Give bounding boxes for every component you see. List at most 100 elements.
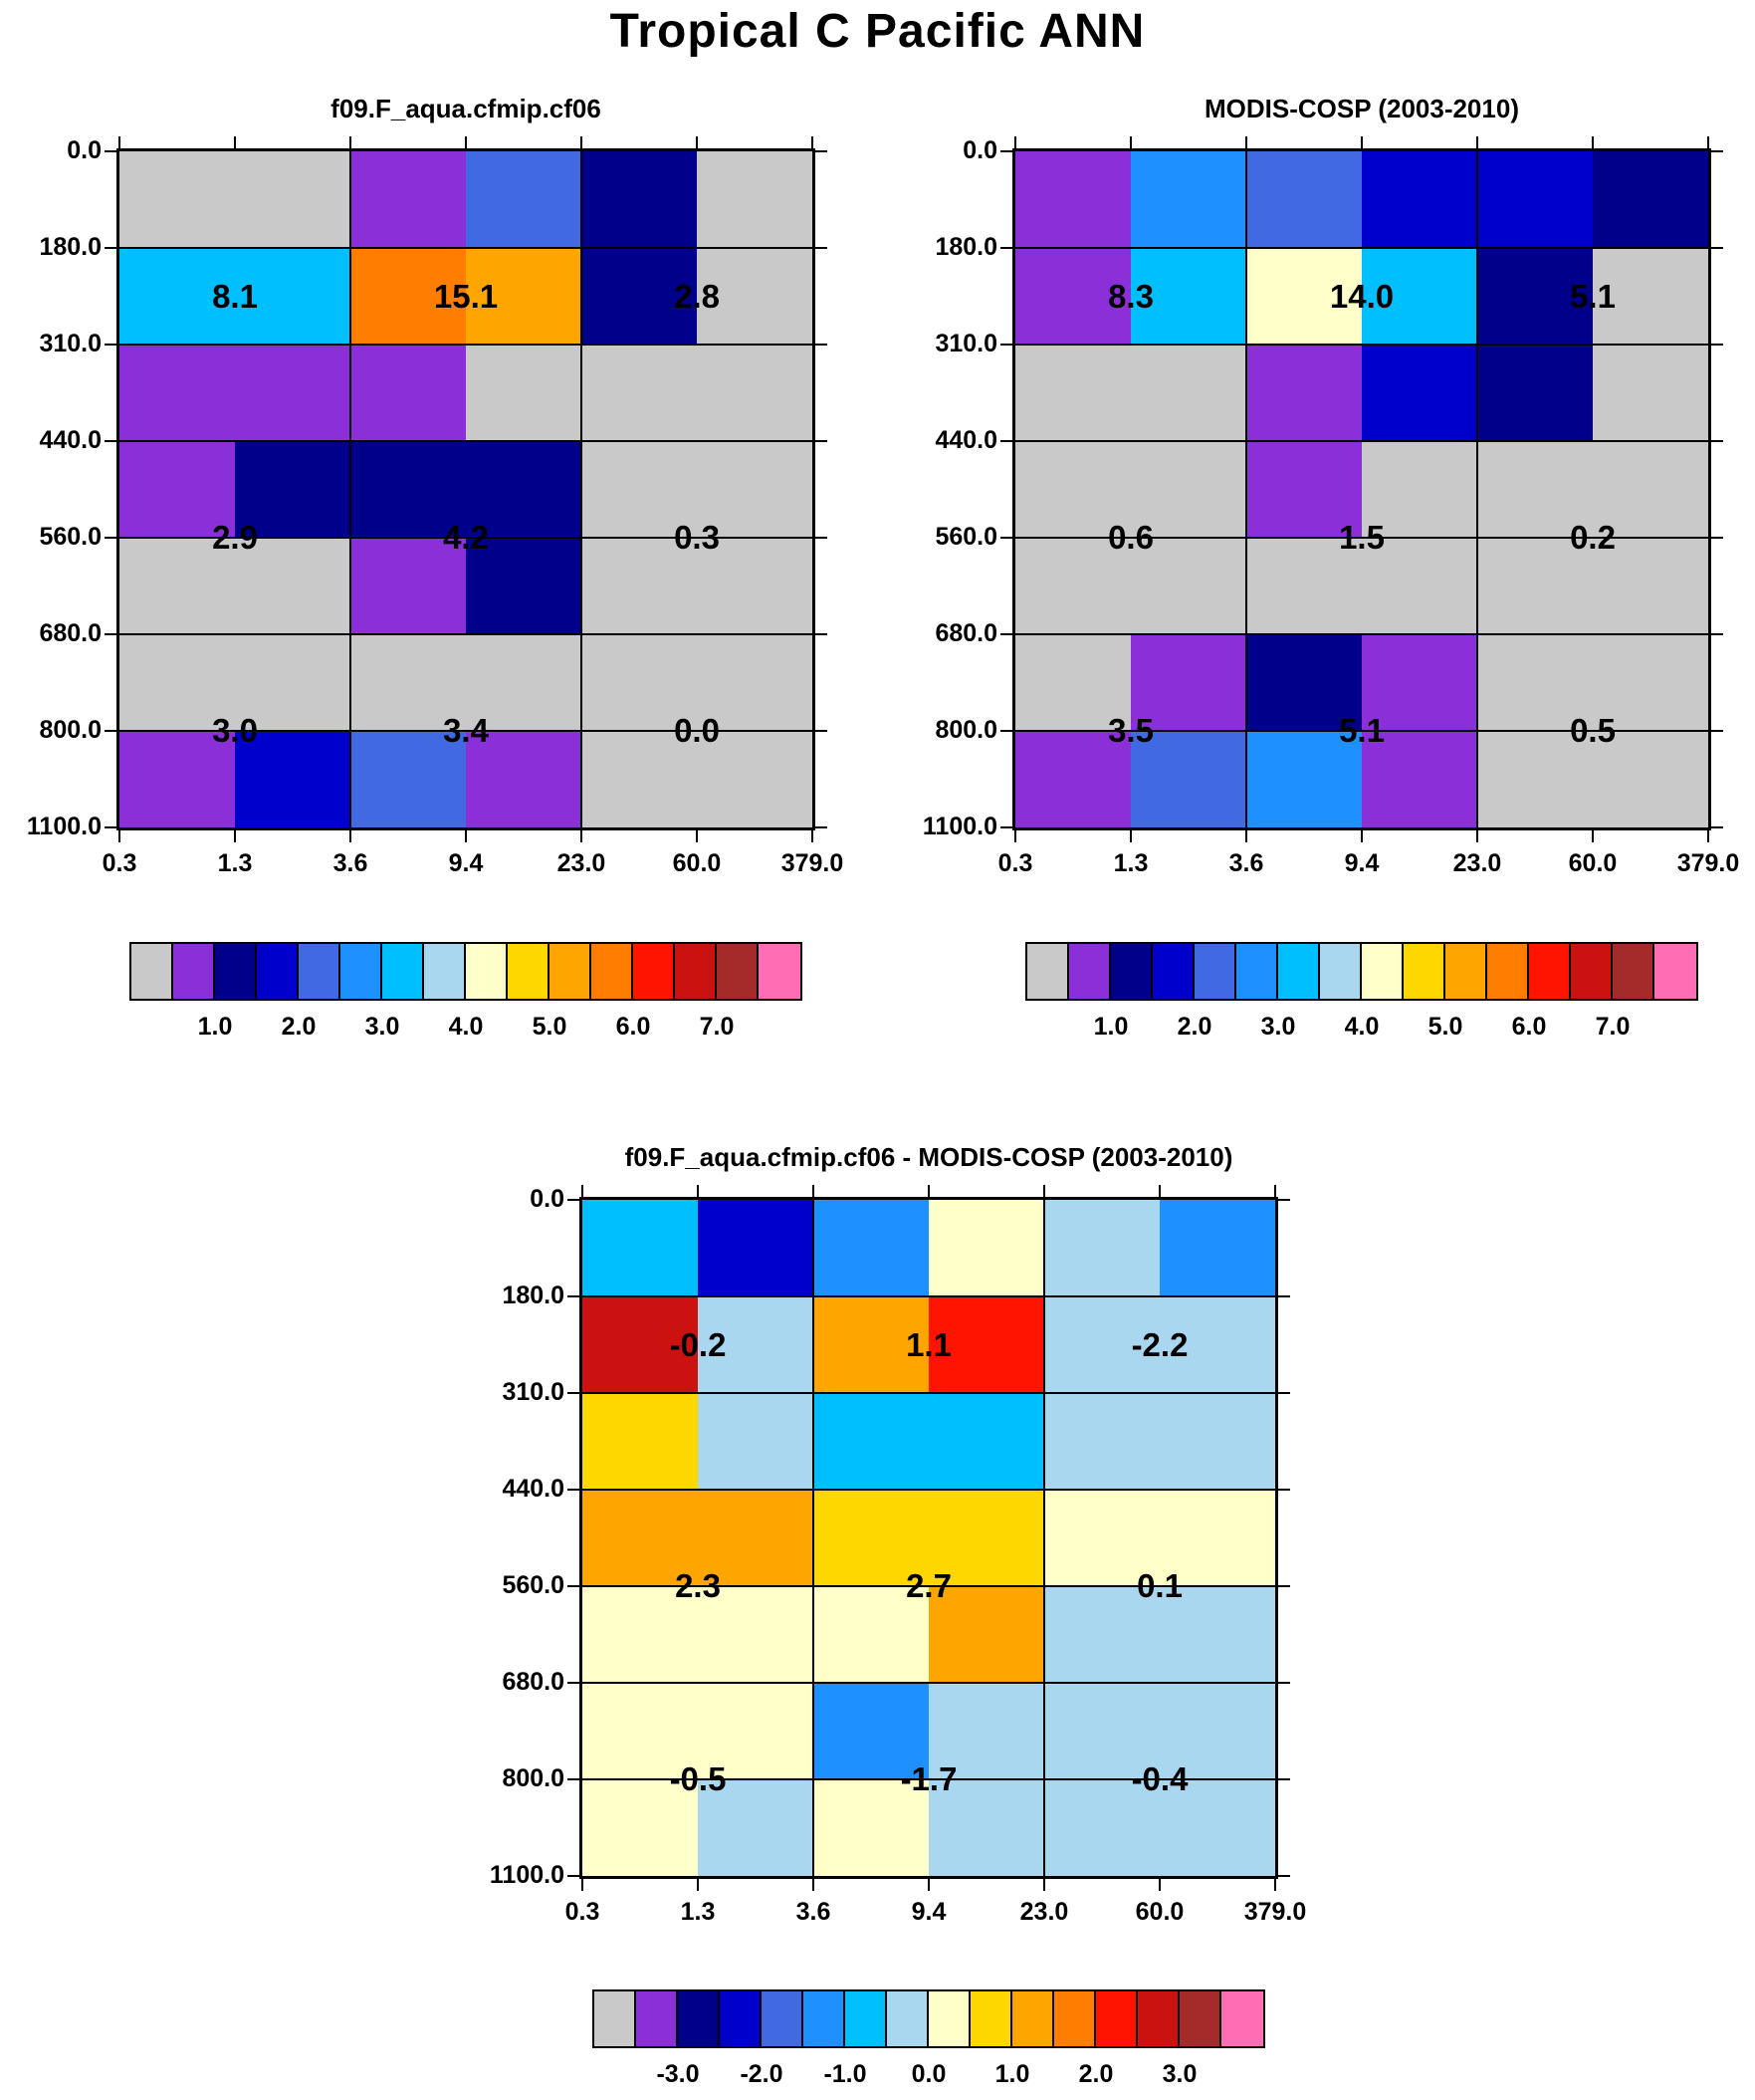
heatmap-cell [235,538,350,634]
figure-title: Tropical C Pacific ANN [609,5,1146,58]
colorbar-swatch [1529,944,1571,999]
heatmap-cell [466,731,581,827]
x-axis-tick-label: 379.0 [1676,849,1740,877]
colorbar-swatch [759,944,800,999]
x-axis-tick-label: 23.0 [1452,849,1502,877]
heatmap-cell [929,1200,1044,1296]
panel-title-model: f09.F_aqua.cfmip.cf06 [330,94,601,123]
y-axis-tick-label: 440.0 [502,1475,564,1503]
colorbar-swatch [1153,944,1195,999]
heatmap-cell [813,1393,929,1490]
axis-tick [812,633,827,635]
axis-tick [567,1199,582,1201]
heatmap-cell [1044,1490,1160,1586]
axis-tick [567,1295,582,1297]
axis-tick [1000,730,1015,732]
axis-tick [1245,136,1247,151]
axis-tick [105,537,119,539]
x-axis-tick-label: 23.0 [556,849,606,877]
heatmap-cell [582,1296,698,1393]
heatmap-cell [1362,441,1477,538]
axis-tick [812,440,827,442]
axis-tick [1708,633,1723,635]
colorbar-swatch [1278,944,1320,999]
axis-tick [1130,136,1132,151]
colorbar-tick-label: 3.0 [1260,1013,1296,1041]
heatmap-cell [1477,151,1593,248]
heatmap-cell [929,1393,1044,1490]
heatmap-cell [813,1779,929,1876]
axis-tick [697,1876,699,1891]
axis-tick [581,1185,583,1200]
y-axis-tick-label: 180.0 [502,1282,564,1309]
grid-line-horizontal [582,1778,1275,1780]
colorbar-tick-label: 3.0 [364,1013,400,1041]
heatmap-cell [1044,1779,1160,1876]
y-axis-tick-label: 310.0 [502,1378,564,1406]
cell-value-label: 3.0 [212,711,258,749]
colorbar-swatch [720,1991,762,2046]
heatmap-cell [1131,345,1246,441]
axis-tick [1592,827,1594,842]
heatmap-cell [1131,538,1246,634]
heatmap-cell [697,441,812,538]
colorbar-swatch [173,944,215,999]
heatmap-cell [119,634,235,731]
heatmap-cell [1593,634,1708,731]
heatmap-cell [698,1779,813,1876]
heatmap-cell [1160,1200,1275,1296]
heatmap-cell [698,1200,813,1296]
y-axis-tick-label: 310.0 [935,330,997,357]
heatmap-cell [697,248,812,345]
colorbar-swatch [1138,1991,1180,2046]
heatmap-cell [1246,441,1362,538]
heatmap-cell [1160,1586,1275,1683]
grid-line-horizontal [119,537,812,539]
heatmap-cell [1131,731,1246,827]
colorbar-swatch [424,944,466,999]
axis-tick [812,247,827,249]
grid-line-horizontal [582,1489,1275,1491]
colorbar-swatch [803,1991,845,2046]
heatmap-cell [1044,1683,1160,1779]
heatmap-cell [119,538,235,634]
axis-tick [1274,1185,1276,1200]
axis-tick [1159,1876,1161,1891]
colorbar-swatch [929,1991,971,2046]
heatmap-cell [350,731,466,827]
heatmap-cell [235,731,350,827]
colorbar-swatch [549,944,591,999]
axis-tick [696,827,698,842]
heatmap-cell [697,151,812,248]
heatmap-cell [466,441,581,538]
axis-tick [567,1585,582,1587]
panel-title-obs: MODIS-COSP (2003-2010) [1205,94,1519,123]
axis-tick [1000,826,1015,828]
axis-tick [465,827,467,842]
axis-tick [1043,1185,1045,1200]
axis-tick [1708,730,1723,732]
heatmap-cell [813,1586,929,1683]
axis-tick [1361,827,1363,842]
cell-value-label: 2.9 [212,518,258,556]
heatmap-cell [350,538,466,634]
heatmap-cell [581,441,697,538]
heatmap-cell [1477,248,1593,345]
x-axis-tick-label: 1.3 [1113,849,1149,877]
cell-value-label: 1.5 [1339,518,1385,556]
heatmap-cell [1593,248,1708,345]
heatmap-cell [581,345,697,441]
cell-value-label: 2.8 [674,277,720,315]
colorbar-swatch [1195,944,1236,999]
axis-tick [1245,827,1247,842]
y-axis-tick-label: 680.0 [502,1668,564,1696]
grid-line-horizontal [1015,730,1708,732]
y-axis-tick-label: 440.0 [39,426,102,454]
colorbar-diff [592,1989,1265,2048]
heatmap-cell [1160,1296,1275,1393]
cell-value-label: 0.1 [1137,1566,1183,1604]
heatmap-cell [1015,345,1131,441]
x-axis-tick-label: 60.0 [1568,849,1618,877]
heatmap-cell [581,731,697,827]
